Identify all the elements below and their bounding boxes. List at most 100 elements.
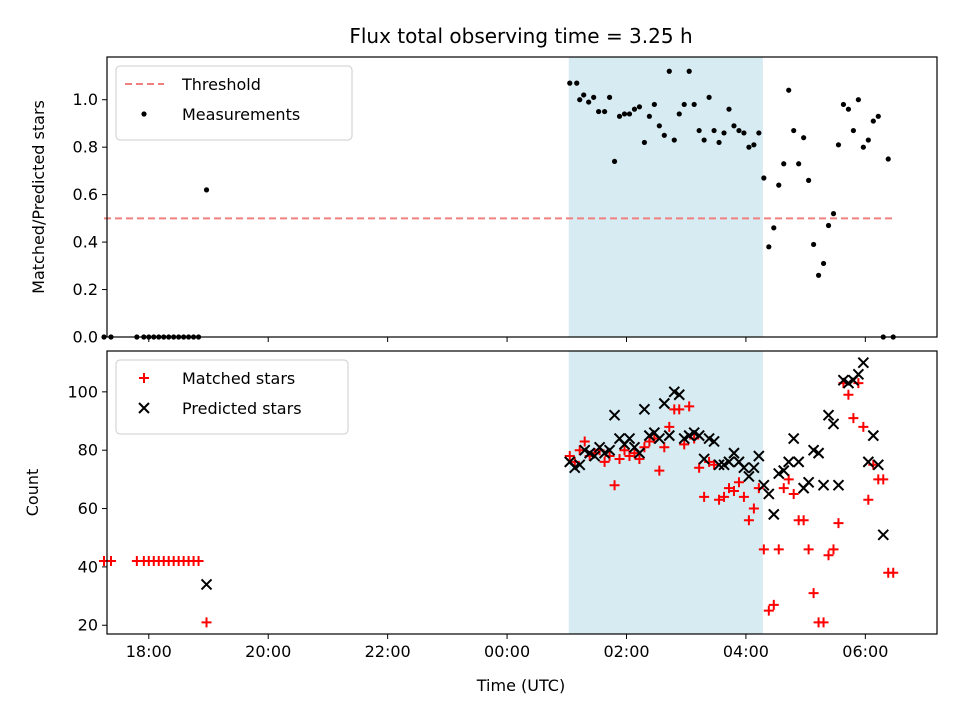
measurement-point	[586, 99, 592, 105]
measurement-point	[751, 142, 757, 148]
matched-star-point	[564, 451, 575, 462]
measurement-point	[840, 101, 847, 108]
matched-star-point	[699, 491, 710, 502]
measurement-point	[870, 118, 876, 124]
matched-star-point	[833, 518, 844, 529]
measurement-point	[865, 137, 871, 143]
matched-star-point	[614, 453, 625, 464]
measurement-point	[651, 101, 657, 108]
predicted-star-point	[857, 356, 870, 369]
observing-span	[568, 351, 763, 634]
matched-star-point	[738, 491, 749, 502]
predicted-star-point	[743, 470, 755, 483]
measurement-point	[686, 68, 692, 74]
matched-star-point	[858, 421, 869, 432]
measurement-point	[776, 182, 782, 188]
matched-star-point	[808, 588, 819, 599]
matched-star-point	[193, 556, 204, 567]
predicted-star-point	[778, 464, 790, 477]
y-tick-label: 1.0	[73, 90, 98, 109]
y-axis-label: Count	[23, 469, 42, 517]
matched-star-point	[634, 453, 645, 464]
y-tick-label: 0.6	[73, 185, 98, 204]
measurement-point	[810, 241, 817, 248]
measurement-point	[661, 132, 667, 138]
predicted-star-point	[748, 461, 760, 474]
matched-star-point	[763, 605, 774, 616]
measurement-point	[706, 94, 712, 100]
x-axis-label: Time (UTC)	[476, 676, 565, 695]
predicted-star-point	[658, 397, 671, 410]
predicted-star-point	[663, 429, 675, 442]
matched-star-point	[639, 442, 650, 453]
x-tick-label: 00:00	[484, 642, 530, 661]
predicted-star-point	[608, 409, 621, 421]
predicted-star-point	[827, 418, 840, 430]
matched-star-point	[719, 491, 730, 502]
measurement-point	[676, 111, 682, 117]
measurement-point	[574, 80, 580, 86]
measurement-point	[701, 137, 707, 143]
matched-star-point	[778, 483, 789, 494]
y-tick-label: 0.8	[73, 138, 98, 157]
measurement-point	[691, 101, 697, 108]
matched-star-point	[828, 544, 839, 555]
matched-star-point	[201, 617, 212, 628]
y-tick-label: 0.0	[73, 328, 98, 347]
matched-star-point	[599, 456, 610, 467]
matched-star-point	[674, 404, 685, 415]
measurement-point	[716, 139, 722, 146]
measurement-point	[885, 156, 891, 162]
measurement-point	[781, 161, 787, 167]
count-panel: 20 40 60 80 100 18:00 20:00 22:00 00:00 02:00 04:0…	[23, 350, 938, 661]
measurement-point	[577, 97, 583, 103]
measurement-point	[820, 260, 827, 267]
y-tick-label: 80	[78, 441, 98, 460]
matched-star-point	[798, 515, 809, 526]
measurement-point	[850, 127, 857, 134]
ratio-panel: 0.0 0.2 0.4 0.6 0.8 1.0 Matched/Predicted star…	[29, 56, 938, 347]
matched-star-point	[659, 442, 670, 453]
matched-star-point	[888, 567, 899, 578]
measurement-point	[602, 108, 608, 115]
predicted-star-point	[768, 508, 780, 521]
matched-star-point	[105, 556, 116, 567]
legend-box	[115, 65, 353, 141]
matched-star-point	[803, 544, 814, 555]
y-tick-label: 0.4	[73, 233, 98, 252]
matched-star-point	[863, 494, 874, 505]
legend-predicted-swatch	[138, 402, 150, 414]
measurement-point	[626, 111, 633, 117]
matched-star-point	[619, 445, 630, 456]
measurement-point	[581, 92, 587, 98]
measurement-point	[756, 130, 762, 136]
predicted-star-point	[832, 479, 845, 491]
matched-star-point	[758, 544, 769, 555]
predicted-star-point	[792, 456, 805, 468]
matched-star-point	[848, 413, 859, 424]
predicted-star-point	[633, 447, 646, 459]
matched-star-point	[748, 503, 759, 514]
predicted-star-point	[574, 459, 586, 471]
measurement-point	[731, 123, 737, 129]
legend-label: Matched stars	[182, 369, 295, 388]
measurement-point	[825, 222, 832, 229]
measurement-point	[736, 127, 742, 134]
measurement-point	[771, 225, 777, 231]
measurement-point	[806, 177, 812, 183]
legend-label: Predicted stars	[182, 399, 302, 418]
figure-title: Flux total observing time = 3.25 h	[349, 24, 692, 48]
predicted-star-point	[723, 456, 735, 468]
matched-star-point	[783, 474, 794, 485]
measurement-point	[621, 111, 628, 117]
predicted-star-point	[852, 368, 865, 381]
measurement-point	[726, 106, 732, 112]
predicted-star-point	[817, 479, 830, 491]
measurement-point	[671, 137, 677, 143]
measurement-point	[656, 123, 662, 129]
measurement-point	[591, 94, 597, 100]
measurement-point	[681, 101, 687, 108]
matched-star-point	[654, 465, 665, 476]
measurement-point	[815, 272, 822, 278]
matched-star-point	[679, 439, 690, 450]
